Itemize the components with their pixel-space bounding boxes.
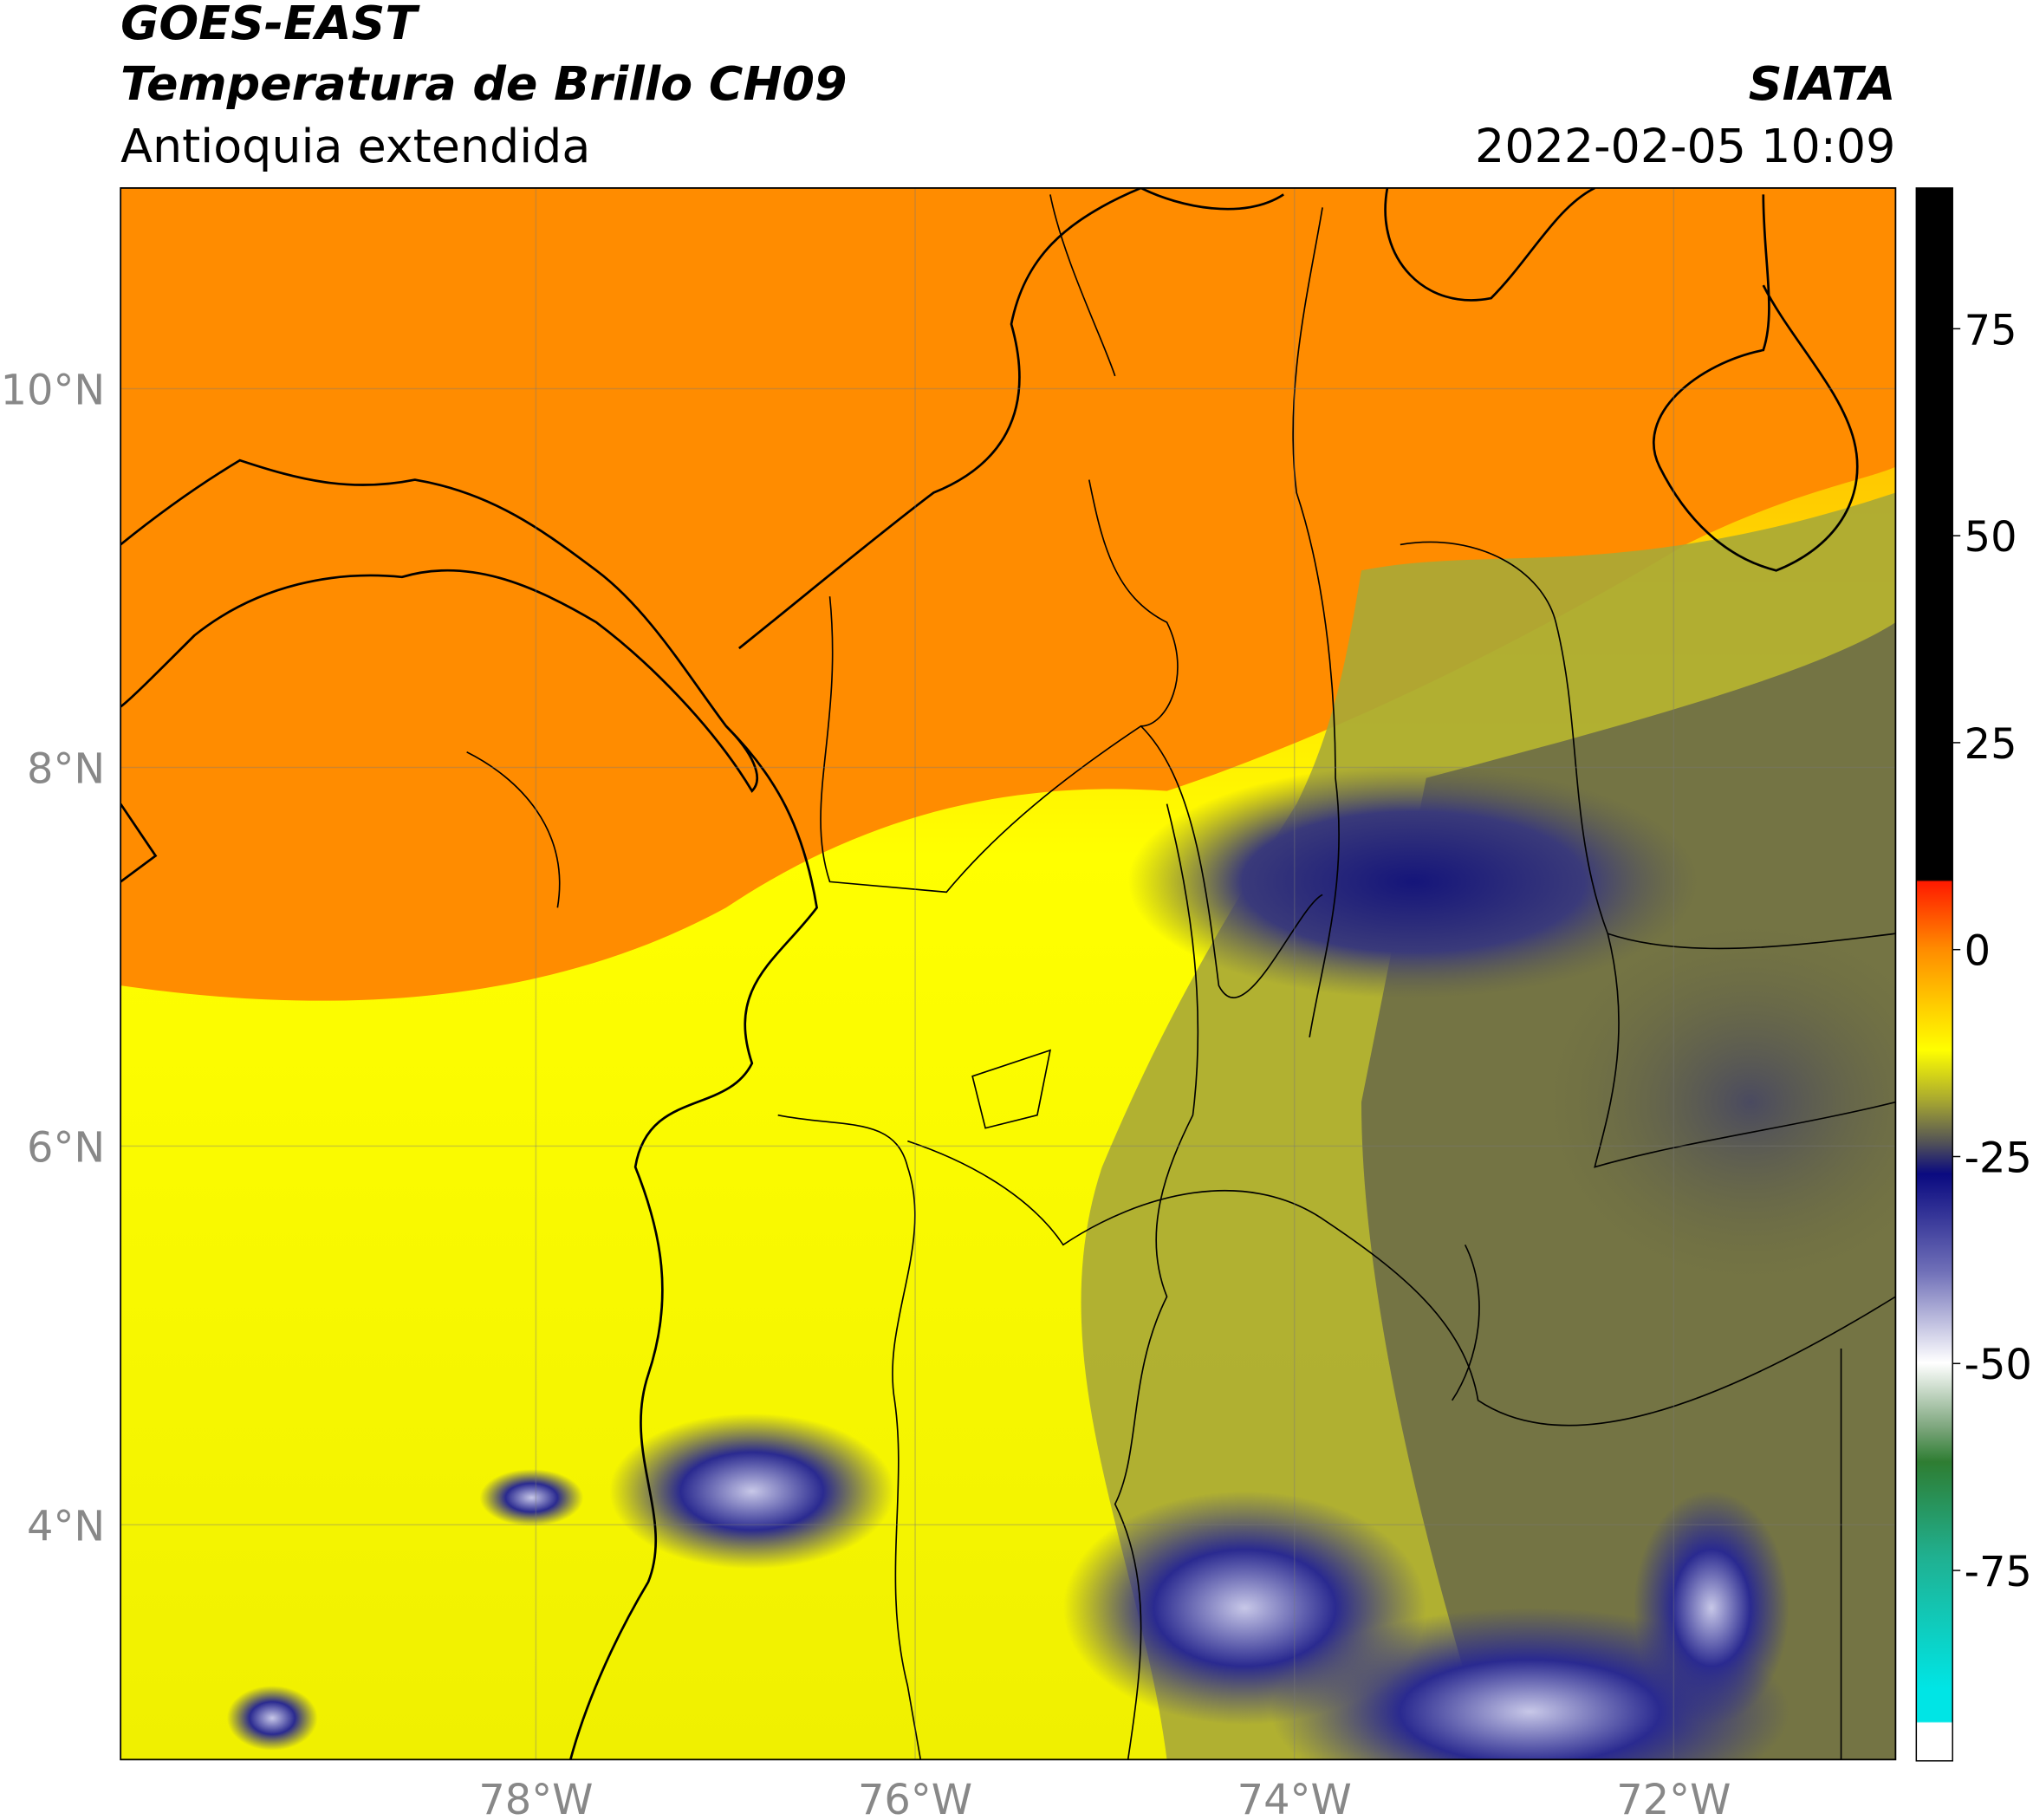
colorbar-tick-label: 75 [1965,307,2017,354]
colorbar-tick-label: -50 [1965,1342,2032,1389]
y-tick-label: 8°N [27,745,105,793]
x-tick-label: 72°W [1616,1777,1731,1820]
x-tick-label: 76°W [858,1777,972,1820]
datetime-label: 2022-02-05 10:09 [1475,119,1895,173]
x-tick-label: 74°W [1237,1777,1352,1820]
colorbar-tick-label: -25 [1965,1134,2032,1182]
map-frame [120,187,1897,1761]
admin-borders [466,194,1896,1760]
region-subtitle: Antioquia extendida [120,119,590,173]
y-tick-label: 6°N [27,1124,105,1172]
agency-label: SIATA [1749,56,1896,111]
colorbar-tick-label: 0 [1965,928,1991,976]
y-tick-label: 10°N [1,367,106,414]
gridlines [120,187,1896,1760]
y-tick-label: 4°N [27,1503,105,1550]
colorbar [1915,187,1953,1762]
coastlines [120,187,1859,1760]
colorbar-tick-label: 50 [1965,514,2017,562]
x-tick-label: 78°W [478,1777,593,1820]
colorbar-tick-label: -75 [1965,1549,2032,1596]
source-title: GOES-EAST [120,0,420,50]
satellite-image [120,187,1896,1760]
colorbar-tick-label: 25 [1965,721,2017,769]
product-title: Temperatura de Brillo CH09 [120,56,847,111]
